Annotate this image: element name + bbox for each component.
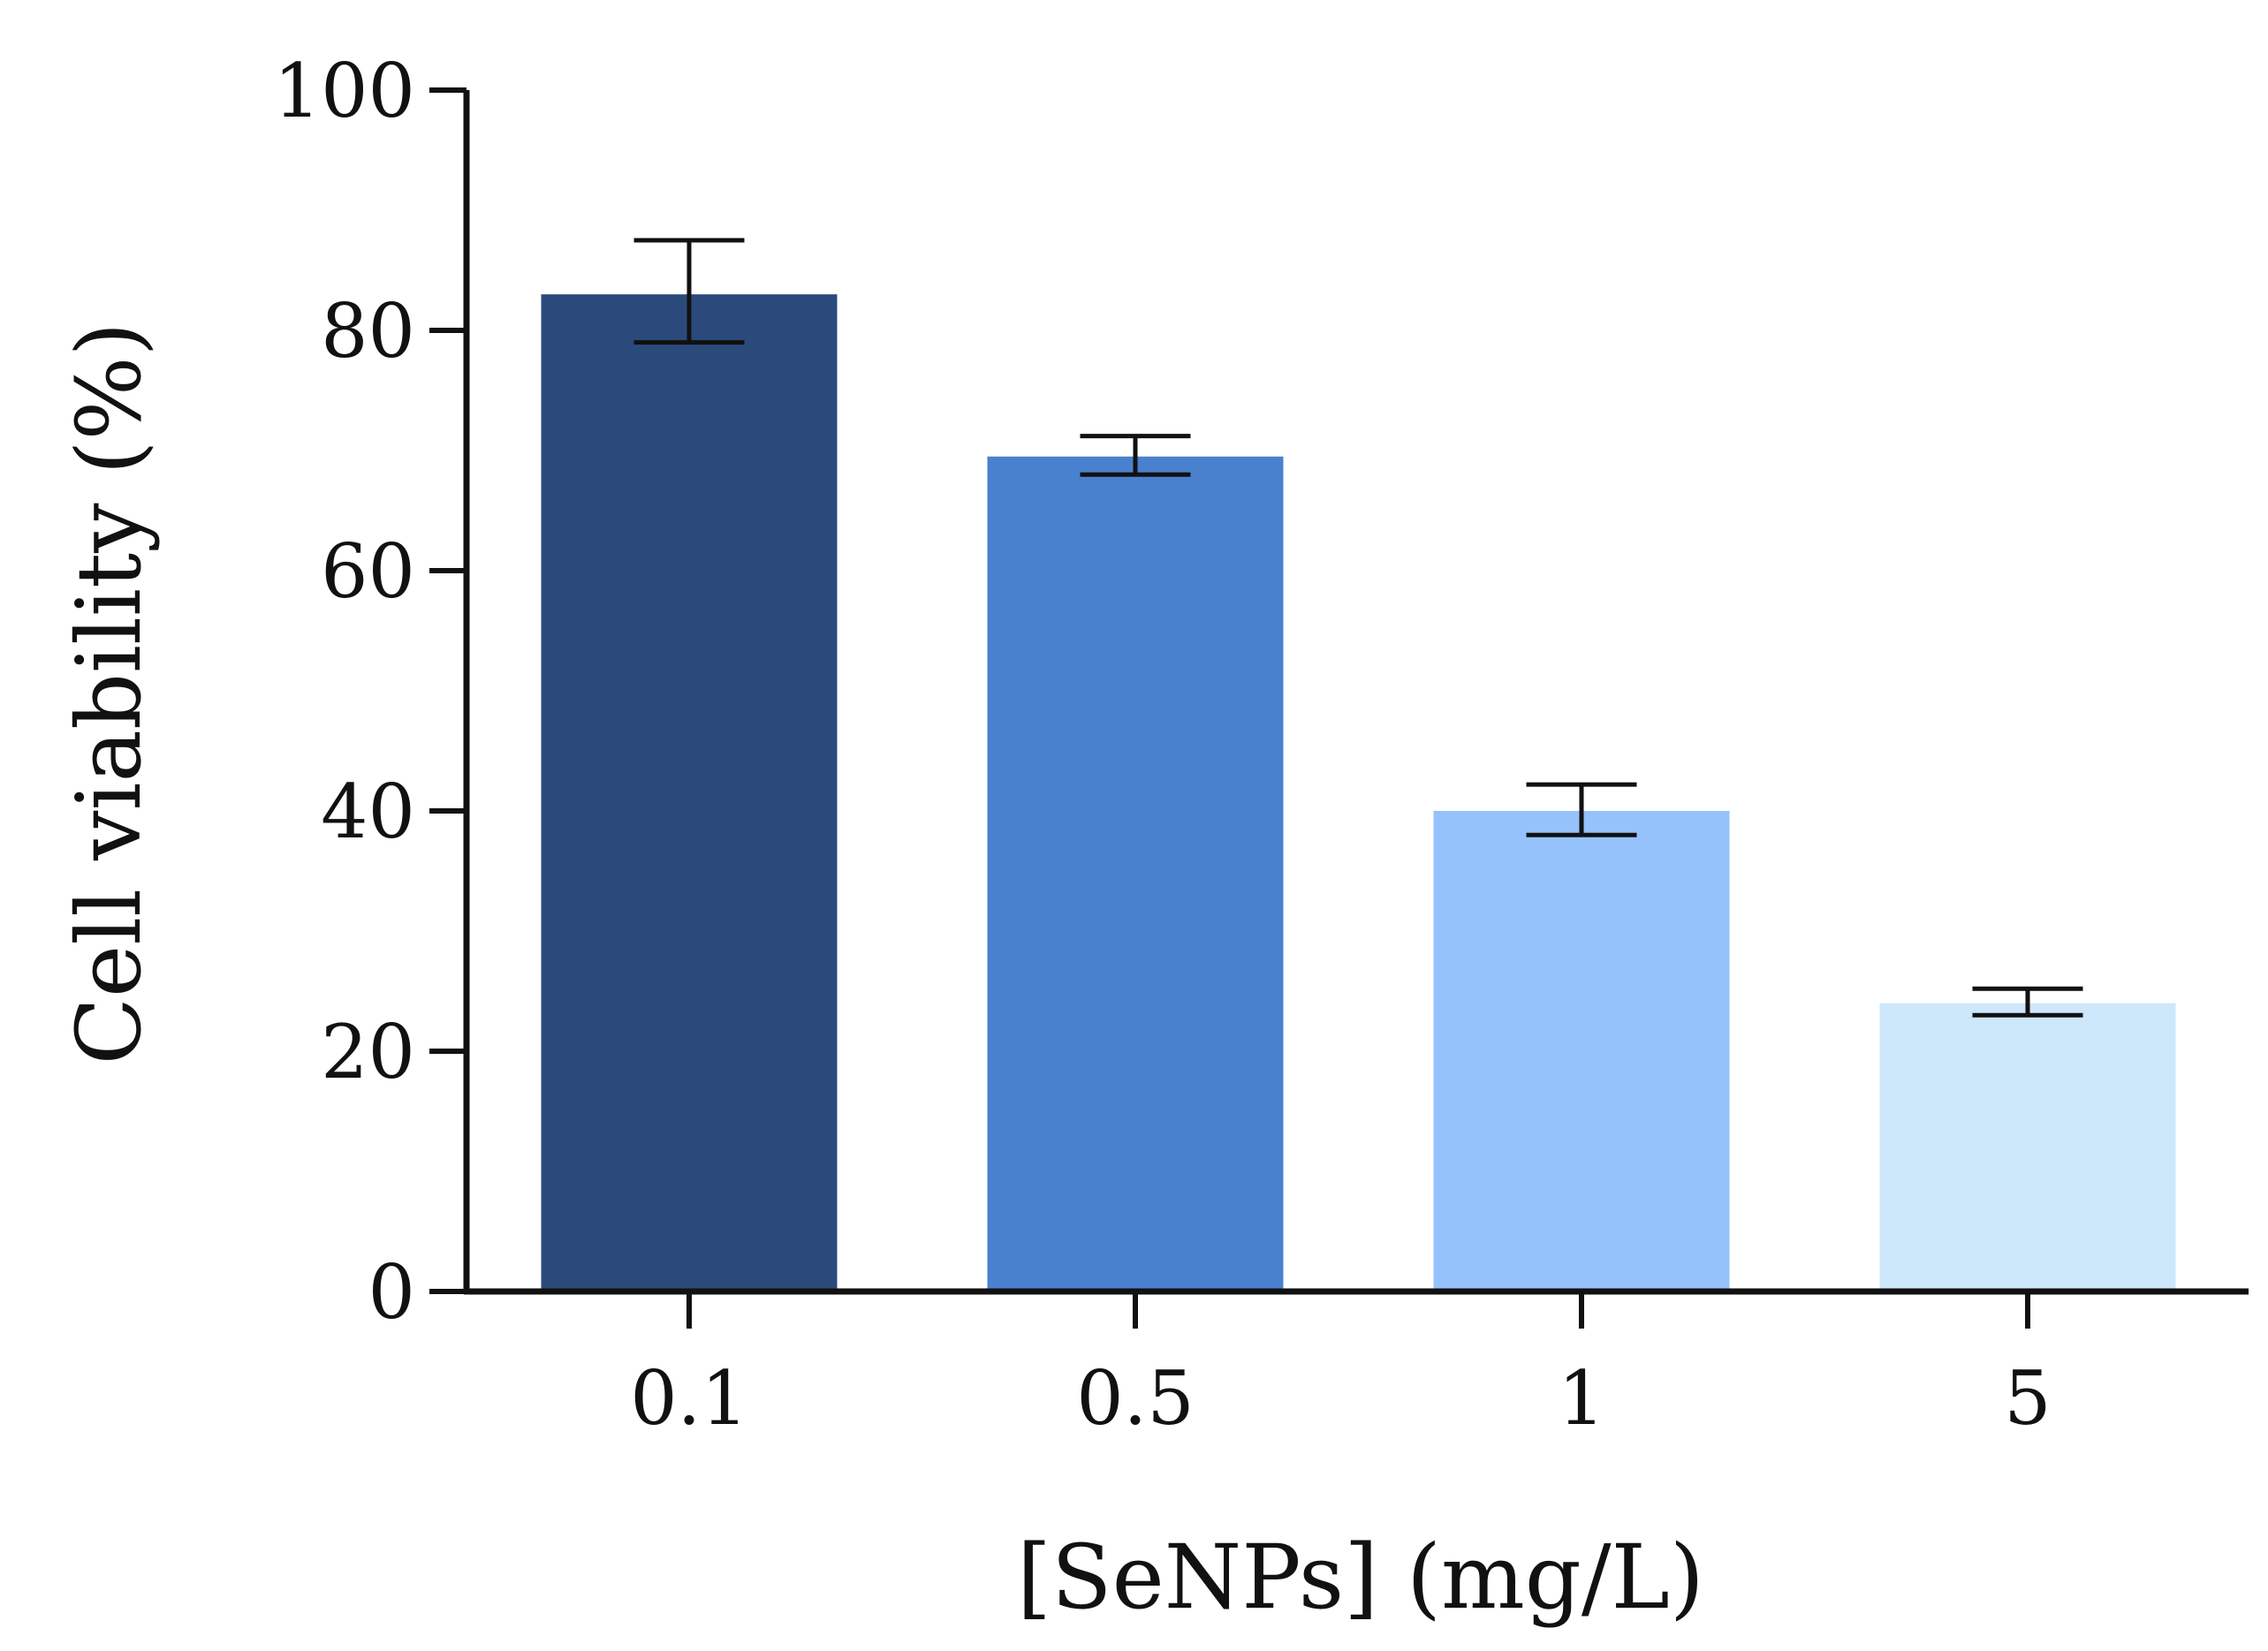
y-tick-label: 100 <box>274 48 415 134</box>
error-bar-0-1 <box>633 238 745 345</box>
tick-labels-layer: 0.1 0.5 1 5 0 20 40 60 80 100 <box>274 48 2052 1442</box>
bar-1 <box>1433 811 1730 1291</box>
y-tick-label: 40 <box>321 769 415 855</box>
bar-5 <box>1879 1003 2176 1291</box>
x-tick-label: 0.5 <box>1076 1355 1195 1442</box>
bars-layer <box>541 294 2176 1292</box>
x-tick-label: 5 <box>2004 1355 2051 1442</box>
bar-0-5 <box>987 456 1284 1291</box>
error-bar-0-5 <box>1080 434 1191 477</box>
y-tick-label: 0 <box>368 1249 415 1336</box>
bar-0-1 <box>541 294 838 1292</box>
error-bars-layer <box>633 238 2083 1018</box>
error-bar-5 <box>1972 986 2083 1018</box>
y-tick-label: 20 <box>321 1009 415 1095</box>
y-axis-title: Cell viability (%) <box>57 322 161 1064</box>
y-tick-label: 80 <box>321 288 415 375</box>
error-bar-1 <box>1526 782 1637 837</box>
axes-layer <box>429 87 2249 1329</box>
y-tick-label: 60 <box>321 528 415 615</box>
x-tick-label: 1 <box>1558 1355 1604 1442</box>
x-tick-label: 0.1 <box>630 1355 748 1442</box>
x-axis-title: [SeNPs] (mg/L) <box>1017 1526 1704 1629</box>
